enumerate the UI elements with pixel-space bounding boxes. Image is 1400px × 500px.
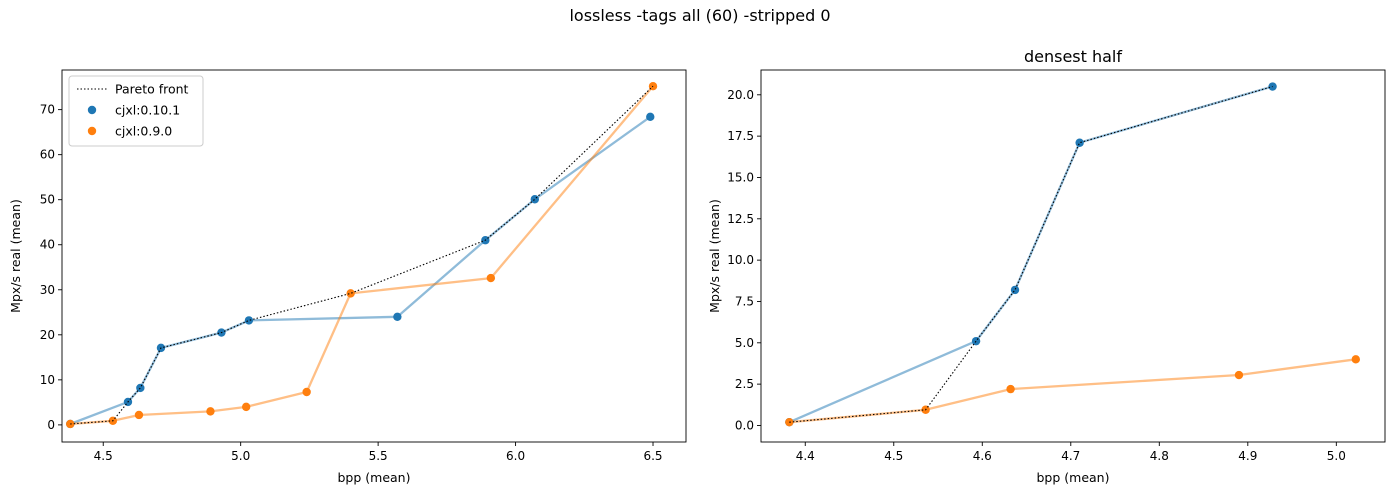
plot-frame <box>760 69 1386 443</box>
y-tick-label: 5.0 <box>735 336 754 350</box>
data-point-cjxl-0-9-0 <box>486 273 496 283</box>
data-point-cjxl-0-10-1 <box>1010 285 1020 295</box>
data-point-cjxl-0-10-1 <box>646 112 655 122</box>
legend: Pareto front cjxl:0.10.1 cjxl:0.9.0 <box>68 75 204 147</box>
y-tick-label: 17.5 <box>727 129 754 143</box>
y-tick-label: 60 <box>40 148 55 162</box>
x-axis-label: bpp (mean) <box>1037 470 1110 485</box>
series-line-cjxl-0-10-1 <box>788 85 1273 424</box>
series-line-cjxl-0-9-0 <box>789 358 1356 424</box>
data-point-cjxl-0-10-1 <box>136 383 145 393</box>
data-point-cjxl-0-10-1 <box>244 316 254 325</box>
y-tick-label: 50 <box>40 193 55 207</box>
y-tick-label: 70 <box>40 103 55 117</box>
pareto-front-line <box>789 85 1273 423</box>
legend-label: Pareto front <box>115 82 189 97</box>
x-tick-label: 5.5 <box>369 449 388 463</box>
figure-title: lossless -tags all (60) -stripped 0 <box>569 6 831 25</box>
y-tick-label: 12.5 <box>727 212 754 226</box>
x-axis-label: bpp (mean) <box>338 470 411 485</box>
legend-label: cjxl:0.9.0 <box>115 124 172 139</box>
legend-box <box>68 75 204 147</box>
y-tick-label: 2.5 <box>735 377 754 391</box>
data-point-cjxl-0-9-0 <box>1234 370 1244 380</box>
x-tick-label: 4.5 <box>884 449 903 463</box>
x-tick-label: 4.7 <box>1061 449 1080 463</box>
y-tick-label: 20.0 <box>727 88 754 102</box>
x-tick-label: 6.0 <box>506 449 525 463</box>
data-point-cjxl-0-9-0 <box>302 387 311 397</box>
series-line-cjxl-0-10-1 <box>69 115 651 426</box>
y-tick-label: 0.0 <box>735 418 754 432</box>
y-tick-label: 20 <box>40 328 55 342</box>
y-tick-label: 10 <box>40 373 55 387</box>
y-tick-label: 30 <box>40 283 55 297</box>
y-tick-label: 0 <box>47 418 55 432</box>
x-tick-label: 4.5 <box>94 449 113 463</box>
y-tick-label: 10.0 <box>727 253 754 267</box>
plot-frame <box>61 69 687 443</box>
chart-2: densest half 4.4 4.5 4.6 4.7 4.8 4.9 5.0 0.0 2.5 5… <box>707 47 1386 485</box>
data-point-cjxl-0-9-0 <box>1351 355 1360 364</box>
y-axis-label: Mpx/s real (mean) <box>707 199 722 313</box>
x-tick-label: 4.9 <box>1238 449 1257 463</box>
data-point-cjxl-0-10-1 <box>971 336 981 346</box>
x-tick-label: 5.0 <box>1327 449 1346 463</box>
pareto-front-line <box>70 85 654 425</box>
y-tick-label: 15.0 <box>727 170 754 184</box>
chart-1: 4.5 5.0 5.5 6.0 6.5 0 10 20 30 40 50 60 70 bpp (mean)… <box>8 69 687 485</box>
data-point-cjxl-0-9-0 <box>241 402 251 412</box>
x-tick-label: 5.0 <box>231 449 250 463</box>
legend-swatch-cjxl-0-10-1 <box>87 105 97 115</box>
data-point-cjxl-0-10-1 <box>393 312 402 321</box>
data-point-cjxl-0-9-0 <box>206 407 215 416</box>
y-tick-label: 40 <box>40 238 55 252</box>
y-tick-label: 7.5 <box>735 294 754 308</box>
data-point-cjxl-0-10-1 <box>1075 138 1084 147</box>
x-tick-label: 4.8 <box>1150 449 1169 463</box>
x-tick-label: 6.5 <box>643 449 662 463</box>
y-axis-label: Mpx/s real (mean) <box>8 199 23 313</box>
data-point-cjxl-0-9-0 <box>134 410 144 420</box>
chart-title: densest half <box>1024 47 1122 66</box>
legend-swatch-cjxl-0-9-0 <box>87 126 97 136</box>
x-tick-label: 4.4 <box>796 449 815 463</box>
legend-label: cjxl:0.10.1 <box>115 103 180 118</box>
data-point-cjxl-0-9-0 <box>1006 384 1015 394</box>
x-tick-label: 4.6 <box>973 449 992 463</box>
data-point-cjxl-0-9-0 <box>346 289 355 298</box>
